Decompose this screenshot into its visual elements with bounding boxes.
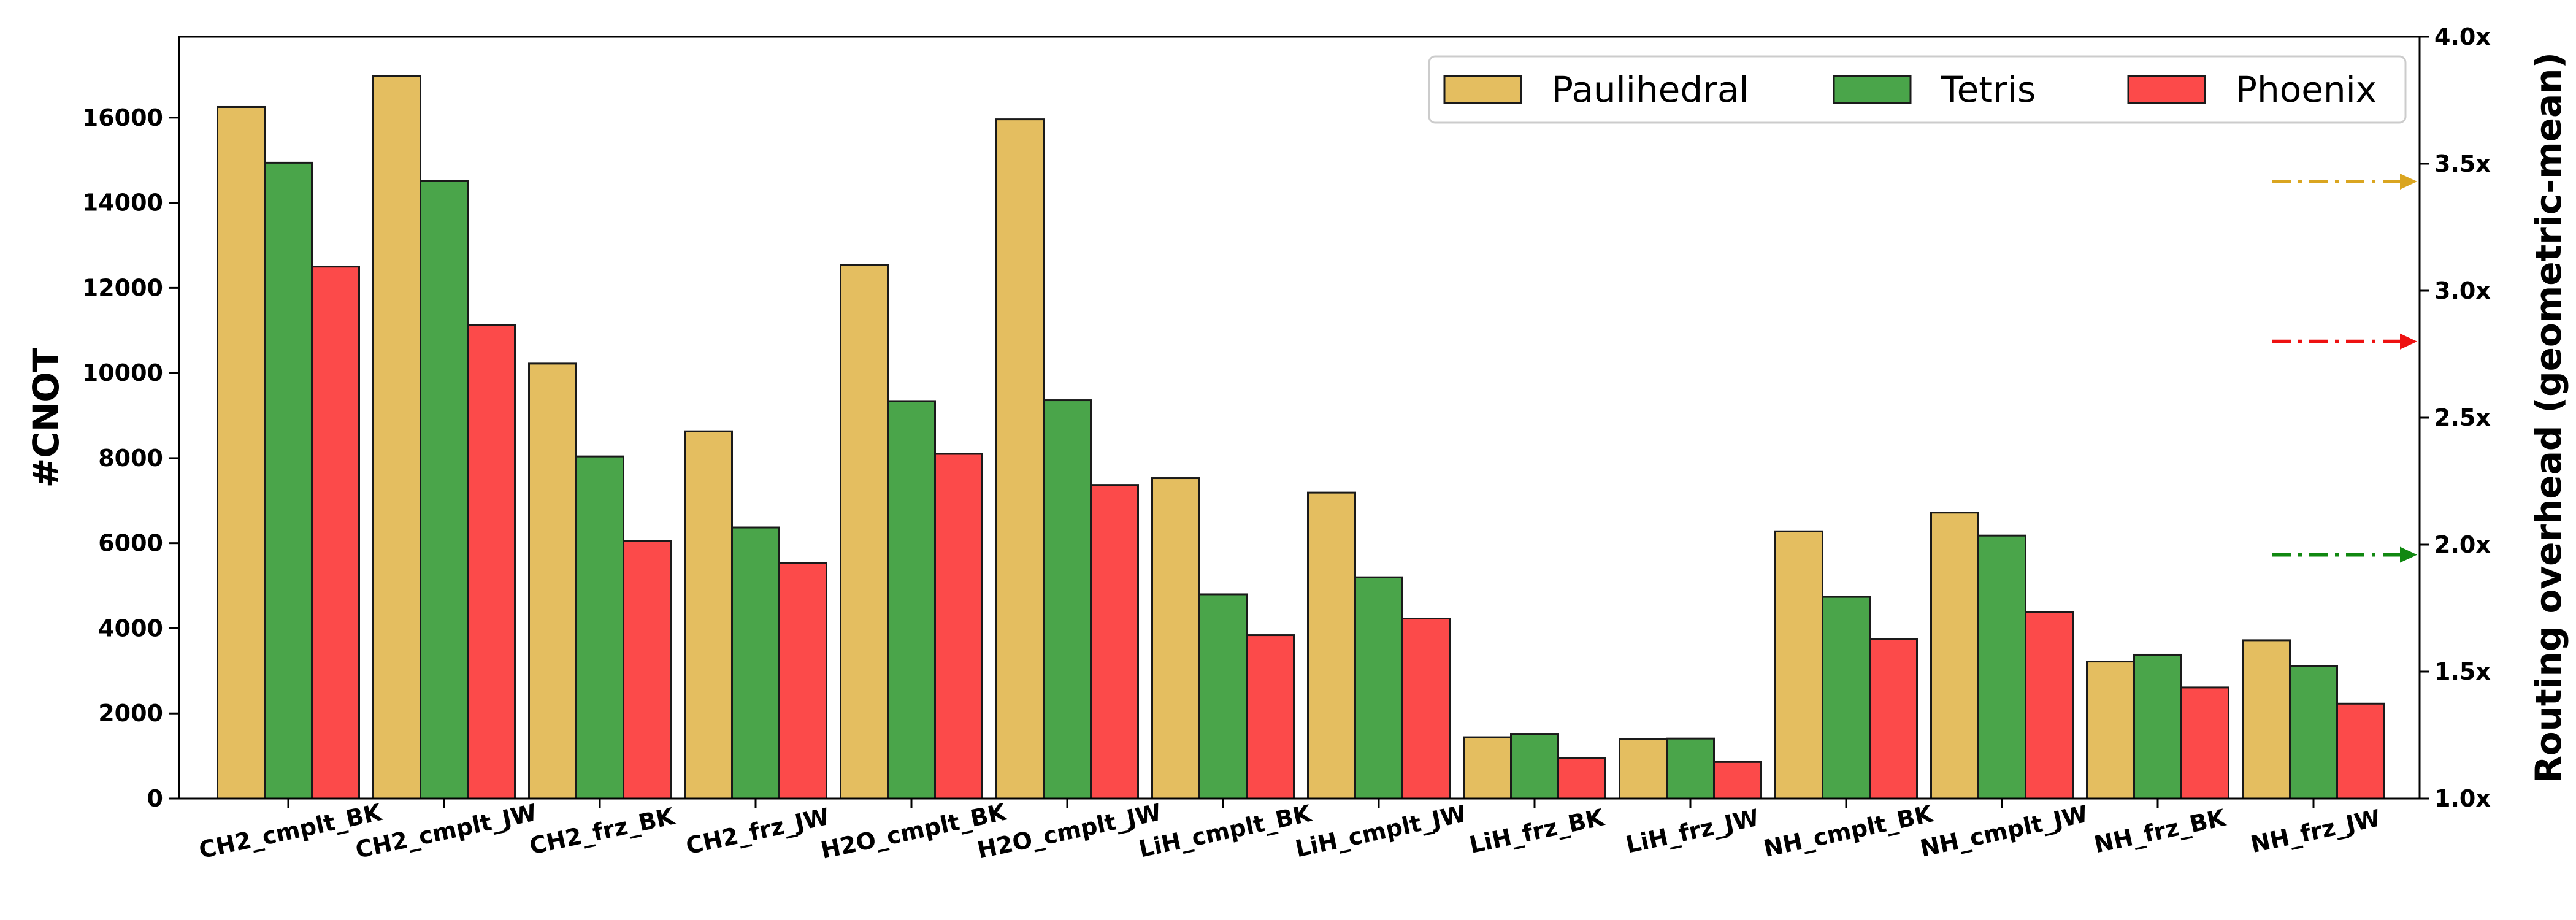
bar-tetris-lih_cmplt_jw xyxy=(1354,576,1403,800)
x-tick-label: NH_frz_BK xyxy=(2091,804,2228,859)
y2-tick-label: 4.0x xyxy=(2434,23,2491,50)
overhead-arrowhead-paulihedral xyxy=(2400,173,2417,190)
bar-tetris-lih_cmplt_bk xyxy=(1198,593,1248,800)
bar-phoenix-h2o_cmplt_bk xyxy=(934,453,983,800)
bar-paulihedral-ch2_cmplt_jw xyxy=(372,75,421,800)
bar-phoenix-lih_frz_bk xyxy=(1557,757,1606,800)
bar-phoenix-ch2_cmplt_jw xyxy=(467,324,516,800)
bar-paulihedral-ch2_frz_bk xyxy=(528,362,577,800)
y-axis-title: #CNOT xyxy=(25,347,67,488)
bar-paulihedral-nh_frz_bk xyxy=(2086,661,2135,800)
x-tick-label: NH_cmplt_BK xyxy=(1761,800,1936,862)
legend-label-phoenix: Phoenix xyxy=(2236,69,2377,110)
y2-tick-label: 1.0x xyxy=(2434,785,2491,812)
y-tick-label: 14000 xyxy=(82,190,163,217)
bar-phoenix-ch2_frz_bk xyxy=(623,540,672,800)
y2-tick-label: 1.5x xyxy=(2434,658,2491,685)
y2-tick-label: 3.5x xyxy=(2434,150,2491,177)
y-tick-label: 12000 xyxy=(82,274,163,301)
bar-tetris-lih_frz_jw xyxy=(1666,737,1715,800)
bar-paulihedral-nh_cmplt_bk xyxy=(1774,530,1823,800)
left-y-axis: 0 2000 4000 6000 8000 10000 12000 14000 16000 xyxy=(82,104,179,812)
bar-phoenix-h2o_cmplt_jw xyxy=(1090,484,1139,800)
y-tick-label: 0 xyxy=(147,785,163,812)
bar-paulihedral-lih_frz_jw xyxy=(1619,738,1668,800)
legend-label-paulihedral: Paulihedral xyxy=(1552,69,1749,110)
x-tick-label: CH2_frz_BK xyxy=(527,803,677,860)
bar-phoenix-lih_frz_jw xyxy=(1713,761,1762,800)
y-tick-label: 16000 xyxy=(82,104,163,131)
bar-tetris-nh_frz_bk xyxy=(2133,653,2182,800)
bar-paulihedral-lih_frz_bk xyxy=(1463,736,1512,800)
right-y-axis: 1.0x 1.5x 2.0x 2.5x 3.0x 3.5x 4.0x xyxy=(2420,23,2491,812)
bar-paulihedral-ch2_cmplt_bk xyxy=(217,105,266,800)
legend-swatch-paulihedral xyxy=(1443,75,1522,104)
overhead-markers-layer xyxy=(2272,173,2417,563)
x-tick-label: CH2_cmplt_JW xyxy=(353,799,539,864)
bar-tetris-ch2_frz_bk xyxy=(575,455,624,800)
y2-tick-label: 3.0x xyxy=(2434,277,2491,304)
legend-swatch-tetris xyxy=(1833,75,1912,104)
y2-tick-label: 2.0x xyxy=(2434,531,2491,558)
bar-paulihedral-h2o_cmplt_jw xyxy=(995,118,1045,800)
legend-box xyxy=(1428,55,2407,124)
bars-layer xyxy=(217,75,2385,800)
x-tick-label: CH2_frz_JW xyxy=(684,803,832,859)
y-tick-label: 2000 xyxy=(98,700,163,727)
bar-phoenix-nh_frz_bk xyxy=(2180,686,2229,800)
bar-paulihedral-lih_cmplt_jw xyxy=(1307,491,1356,800)
bar-phoenix-nh_frz_jw xyxy=(2336,702,2385,800)
bar-paulihedral-nh_frz_jw xyxy=(2242,639,2291,800)
bar-tetris-nh_cmplt_bk xyxy=(1822,596,1871,800)
legend-label-tetris: Tetris xyxy=(1941,69,2036,110)
bar-phoenix-lih_cmplt_jw xyxy=(1401,617,1451,800)
x-tick-label: LiH_frz_JW xyxy=(1623,804,1761,859)
legend: Paulihedral Tetris Phoenix xyxy=(1428,55,2407,124)
bar-paulihedral-lih_cmplt_bk xyxy=(1151,477,1200,800)
bar-paulihedral-nh_cmplt_jw xyxy=(1930,512,1979,800)
bar-paulihedral-ch2_frz_jw xyxy=(684,430,733,800)
bar-tetris-nh_frz_jw xyxy=(2289,665,2338,800)
bar-phoenix-nh_cmplt_jw xyxy=(2025,611,2074,800)
x-tick-label: NH_frz_JW xyxy=(2248,804,2383,858)
x-tick-label: LiH_cmplt_BK xyxy=(1137,800,1314,863)
bar-tetris-ch2_cmplt_jw xyxy=(420,180,469,800)
x-tick-label: LiH_cmplt_JW xyxy=(1293,800,1469,862)
y2-tick-label: 2.5x xyxy=(2434,404,2491,431)
x-tick-label: LiH_frz_BK xyxy=(1467,803,1608,859)
bar-tetris-ch2_frz_jw xyxy=(731,526,780,800)
bar-phoenix-ch2_cmplt_bk xyxy=(311,266,360,800)
y-tick-label: 4000 xyxy=(98,615,163,642)
legend-swatch-phoenix xyxy=(2127,75,2206,104)
y-tick-label: 6000 xyxy=(98,530,163,557)
bar-paulihedral-h2o_cmplt_bk xyxy=(840,264,889,800)
bar-tetris-lih_frz_bk xyxy=(1510,733,1559,800)
y-tick-label: 8000 xyxy=(98,445,163,472)
bar-phoenix-ch2_frz_jw xyxy=(778,562,827,800)
y-tick-label: 10000 xyxy=(82,359,163,386)
right-y-axis-title: Routing overhead (geometric-mean) xyxy=(2528,52,2569,783)
bar-tetris-ch2_cmplt_bk xyxy=(264,161,313,800)
overhead-arrowhead-phoenix xyxy=(2400,333,2417,350)
bar-tetris-nh_cmplt_jw xyxy=(1977,534,2026,800)
overhead-arrowhead-tetris xyxy=(2400,546,2417,563)
bar-phoenix-lih_cmplt_bk xyxy=(1246,634,1295,800)
x-tick-label: NH_cmplt_JW xyxy=(1918,800,2090,862)
bar-tetris-h2o_cmplt_bk xyxy=(887,400,936,800)
bar-tetris-h2o_cmplt_jw xyxy=(1043,399,1092,800)
bar-phoenix-nh_cmplt_bk xyxy=(1869,638,1918,800)
